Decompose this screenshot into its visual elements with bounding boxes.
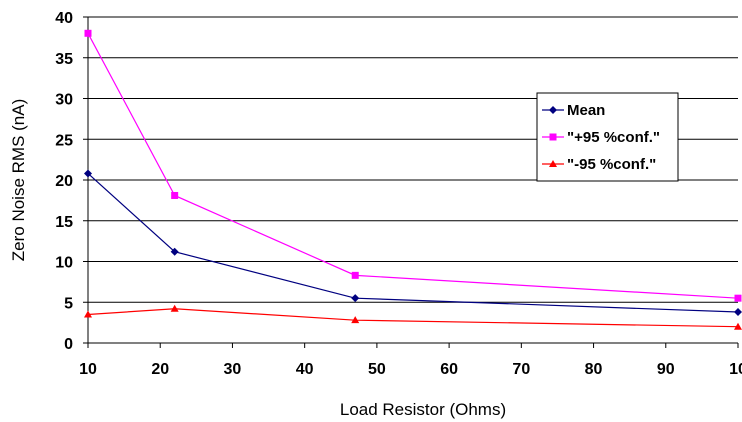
- legend-item: Mean: [542, 102, 605, 119]
- axes: [83, 16, 739, 348]
- y-tick-label: 25: [55, 132, 73, 149]
- series-line: [87, 173, 739, 313]
- y-tick-label: 40: [55, 10, 73, 27]
- data-point: [170, 247, 179, 256]
- x-tick-label: 90: [657, 361, 675, 378]
- series-line: [87, 308, 739, 328]
- data-point: [734, 308, 742, 317]
- x-tick-label: 40: [296, 361, 314, 378]
- legend-item: "+95 %conf.": [542, 129, 660, 146]
- data-point: [170, 304, 179, 312]
- y-tick-label: 35: [55, 51, 73, 68]
- data-point: [734, 294, 742, 302]
- series-1: [84, 169, 742, 317]
- data-point: [84, 29, 92, 37]
- data-point: [734, 322, 742, 330]
- data-point: [549, 133, 557, 141]
- series-2: [84, 29, 742, 302]
- y-tick-label: 30: [55, 92, 73, 109]
- data-point: [351, 271, 359, 279]
- x-tick-labels: 10 20 30 40 50 60 70 80 90 10: [79, 361, 742, 378]
- data-point: [351, 294, 360, 303]
- legend-label: Mean: [567, 102, 605, 119]
- data-point: [351, 316, 360, 324]
- y-axis-title: Zero Noise RMS (nA): [9, 99, 28, 261]
- y-tick-label: 0: [64, 336, 73, 353]
- legend-item: "-95 %conf.": [542, 156, 656, 173]
- data-point: [84, 310, 92, 318]
- data-point: [549, 160, 557, 167]
- data-point: [84, 169, 92, 178]
- data-series: [84, 29, 742, 330]
- legend-label: "+95 %conf.": [567, 129, 660, 146]
- y-tick-label: 20: [55, 173, 73, 190]
- x-tick-label: 30: [224, 361, 242, 378]
- x-tick-label: 50: [368, 361, 386, 378]
- x-tick-label: 10: [729, 361, 742, 378]
- series-line: [87, 33, 739, 299]
- x-tick-label: 10: [79, 361, 97, 378]
- y-tick-label: 15: [55, 214, 73, 231]
- x-tick-label: 60: [440, 361, 458, 378]
- y-tick-labels: 0 5 10 15 20 25 30 35 40: [55, 10, 73, 353]
- legend-label: "-95 %conf.": [567, 156, 656, 173]
- y-tick-label: 10: [55, 255, 73, 272]
- data-point: [171, 191, 179, 199]
- legend: Mean "+95 %conf." "-95 %conf.": [536, 92, 679, 182]
- grid-lines: [88, 16, 738, 303]
- x-tick-label: 20: [151, 361, 169, 378]
- y-tick-label: 5: [64, 295, 73, 312]
- x-tick-label: 70: [512, 361, 530, 378]
- series-3: [84, 304, 742, 330]
- x-axis-title: Load Resistor (Ohms): [340, 400, 506, 419]
- data-point: [549, 106, 557, 114]
- x-tick-label: 80: [585, 361, 603, 378]
